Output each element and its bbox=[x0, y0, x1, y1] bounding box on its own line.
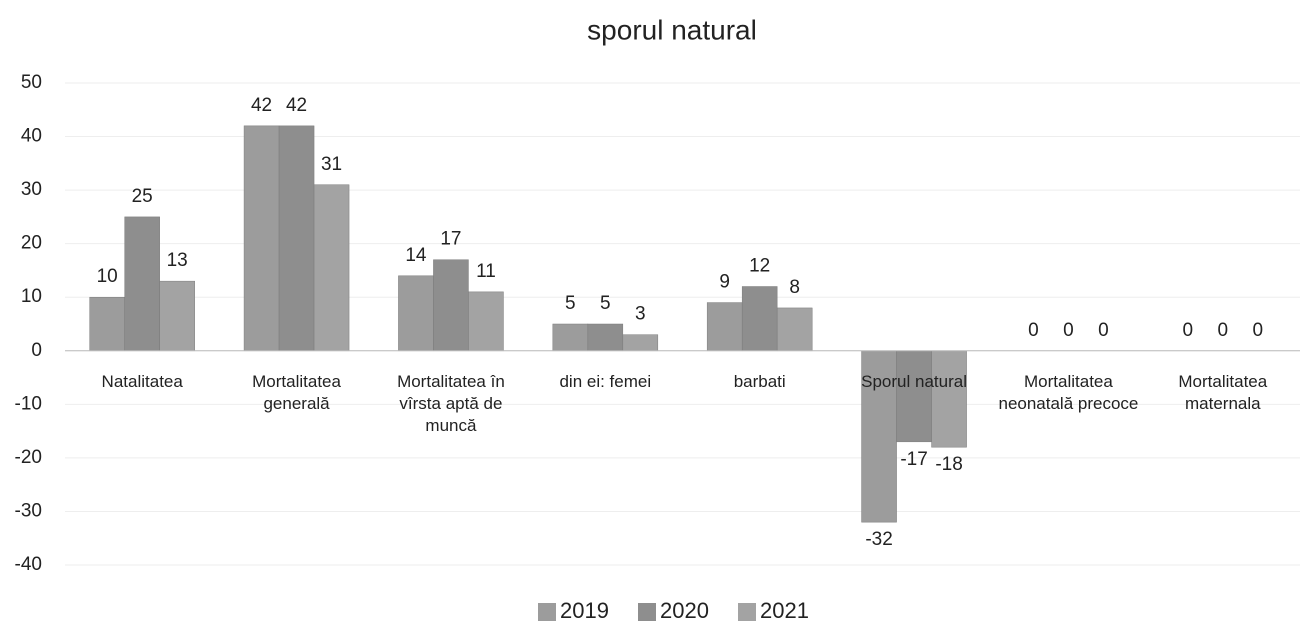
y-tick-label: 0 bbox=[31, 340, 42, 361]
bar bbox=[398, 275, 434, 352]
legend-swatch bbox=[538, 603, 556, 621]
x-tick-label: Mortalitatea generală bbox=[252, 371, 341, 413]
y-tick-label: -10 bbox=[15, 393, 42, 414]
data-label: 12 bbox=[749, 256, 770, 277]
data-label: 17 bbox=[440, 229, 461, 250]
bar bbox=[89, 296, 125, 352]
legend-label: 2020 bbox=[660, 598, 709, 623]
y-tick-label: 30 bbox=[21, 179, 42, 200]
legend-swatch bbox=[638, 603, 656, 621]
data-label: 0 bbox=[1098, 320, 1109, 341]
x-tick-label: Mortalitatea neonatală precoce bbox=[998, 371, 1139, 413]
bar bbox=[587, 323, 624, 352]
y-tick-label: 10 bbox=[21, 286, 42, 307]
data-label: 5 bbox=[600, 293, 611, 314]
data-label: 9 bbox=[719, 272, 730, 293]
x-tick-label: barbati bbox=[733, 371, 786, 391]
bar bbox=[776, 307, 813, 352]
y-tick-label: -40 bbox=[15, 554, 42, 575]
legend-swatch bbox=[738, 603, 756, 621]
data-label: -32 bbox=[865, 529, 892, 550]
y-tick-label: 50 bbox=[21, 72, 42, 93]
y-tick-label: -30 bbox=[15, 500, 42, 521]
data-label: 0 bbox=[1253, 320, 1264, 341]
data-label: 0 bbox=[1183, 320, 1194, 341]
x-tick-label: Mortalitatea în vîrsta aptă de muncă bbox=[397, 371, 505, 435]
bar bbox=[741, 286, 778, 352]
data-label: 5 bbox=[565, 293, 576, 314]
bar bbox=[706, 302, 743, 352]
bar bbox=[468, 291, 504, 352]
y-tick-label: 40 bbox=[21, 126, 42, 147]
bar bbox=[433, 259, 469, 352]
legend-label: 2019 bbox=[560, 598, 609, 623]
data-label: 10 bbox=[97, 266, 118, 287]
bar bbox=[159, 280, 195, 352]
data-label: 3 bbox=[635, 304, 646, 325]
y-tick-label: 20 bbox=[21, 233, 42, 254]
data-label: -18 bbox=[935, 454, 962, 475]
data-label: 25 bbox=[132, 186, 153, 207]
data-label: 8 bbox=[789, 277, 800, 298]
x-tick-label: din ei: femei bbox=[559, 371, 652, 391]
data-label: -17 bbox=[900, 449, 927, 470]
bar bbox=[313, 184, 350, 352]
data-label: 42 bbox=[286, 95, 307, 116]
data-label: 0 bbox=[1063, 320, 1074, 341]
bar bbox=[552, 323, 589, 352]
bar bbox=[124, 216, 160, 352]
bar bbox=[278, 125, 315, 352]
data-label: 31 bbox=[321, 154, 342, 175]
bar bbox=[622, 334, 659, 352]
chart-title: sporul natural bbox=[587, 14, 757, 45]
legend-label: 2021 bbox=[760, 598, 809, 623]
x-tick-label: Sporul natural bbox=[861, 371, 967, 391]
data-label: 11 bbox=[476, 261, 496, 282]
data-label: 42 bbox=[251, 95, 272, 116]
data-label: 0 bbox=[1218, 320, 1229, 341]
x-tick-label: Mortalitatea maternala bbox=[1178, 371, 1268, 413]
data-label: 0 bbox=[1028, 320, 1039, 341]
data-label: 13 bbox=[167, 250, 188, 271]
data-label: 14 bbox=[405, 245, 427, 266]
bar bbox=[243, 125, 280, 352]
x-tick-label: Natalitatea bbox=[101, 371, 183, 391]
y-tick-label: -20 bbox=[15, 447, 42, 468]
bar bbox=[896, 350, 932, 443]
bar bbox=[931, 350, 967, 448]
